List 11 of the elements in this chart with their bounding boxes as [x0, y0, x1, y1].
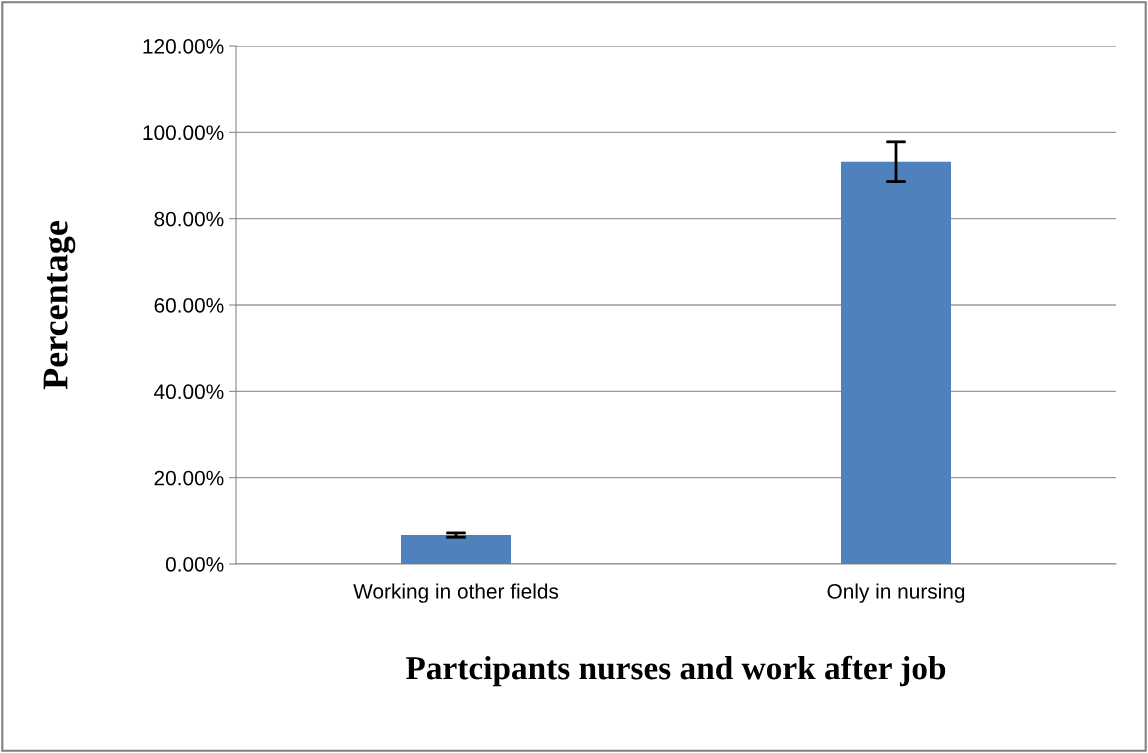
y-tick-label: 100.00% — [143, 125, 224, 141]
y-tick-label: 120.00% — [143, 39, 224, 54]
y-tick-label: 20.00% — [154, 470, 224, 486]
x-tick-label: Working in other fields — [353, 583, 559, 603]
y-tick-label: 0.00% — [165, 557, 224, 572]
y-axis-title: Percentage — [43, 221, 76, 390]
y-tick-label: 80.00% — [154, 211, 224, 227]
x-axis-title: Partcipants nurses and work after job — [406, 655, 946, 687]
x-tick-label: Only in nursing — [827, 583, 965, 603]
y-tick-label: 60.00% — [154, 298, 224, 313]
y-tick-label: 40.00% — [154, 384, 224, 400]
